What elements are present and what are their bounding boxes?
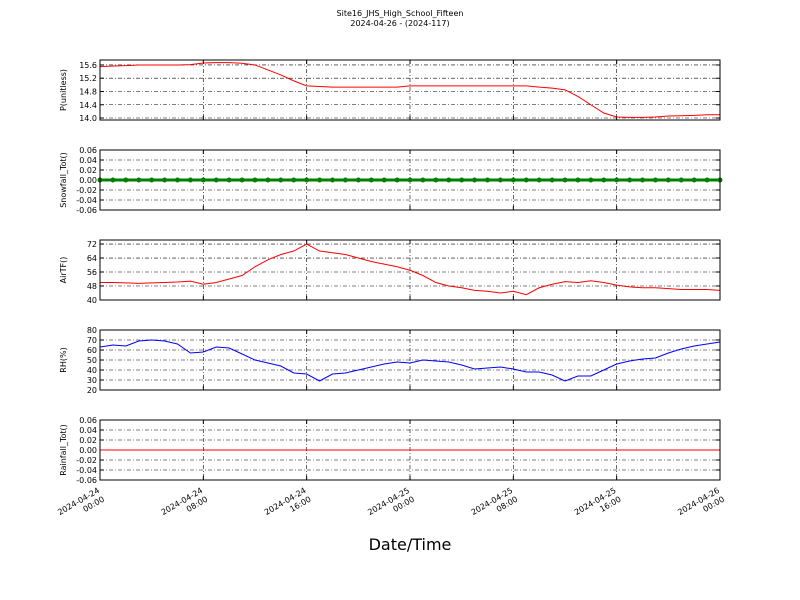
data-point (549, 177, 555, 183)
y-tick-label: 0.04 (79, 156, 97, 165)
data-point (355, 177, 361, 183)
y-tick-label: 40 (87, 366, 97, 375)
y-tick-label: 15.6 (79, 61, 97, 70)
y-tick-label: 14.8 (79, 87, 97, 96)
y-tick-label: 0.06 (79, 416, 97, 425)
data-point (459, 177, 465, 183)
data-point (652, 177, 658, 183)
y-tick-label: 20 (87, 386, 97, 395)
y-tick-label: 64 (87, 254, 97, 263)
y-tick-label: 14.0 (79, 114, 97, 123)
y-tick-label: 56 (87, 268, 97, 277)
data-point (678, 177, 684, 183)
y-tick-label: 30 (87, 376, 97, 385)
data-point (239, 177, 245, 183)
y-axis-label: P(unitless) (59, 69, 68, 111)
chart-title: Site16_JHS_High_School_Fifteen (337, 9, 464, 18)
y-tick-label: -0.04 (76, 196, 97, 205)
data-point (317, 177, 323, 183)
y-tick-label: 0.02 (79, 166, 97, 175)
data-point (627, 177, 633, 183)
y-tick-label: 0.02 (79, 436, 97, 445)
data-point (381, 177, 387, 183)
data-point (265, 177, 271, 183)
data-point (704, 177, 710, 183)
plot-frame (99, 419, 721, 481)
data-point (588, 177, 594, 183)
data-point (497, 177, 503, 183)
data-point (691, 177, 697, 183)
data-point (149, 177, 155, 183)
data-point (123, 177, 129, 183)
data-point (136, 177, 142, 183)
data-point (536, 177, 542, 183)
data-point (330, 177, 335, 183)
data-point (187, 177, 193, 183)
y-tick-label: 0.00 (79, 176, 97, 185)
y-tick-label: 15.2 (79, 74, 97, 83)
y-tick-label: 14.4 (79, 101, 97, 110)
data-point (175, 177, 180, 183)
data-point (291, 177, 297, 183)
data-point (665, 177, 671, 183)
data-point (575, 177, 581, 183)
data-point (420, 177, 426, 183)
chart-subtitle: 2024-04-26 - (2024-117) (350, 19, 449, 28)
data-point (407, 177, 413, 183)
data-point (252, 177, 258, 183)
data-point (640, 177, 645, 183)
data-point (485, 177, 490, 183)
y-axis-label: Snowfall_Tot() (59, 152, 68, 208)
x-axis-label: Date/Time (369, 535, 452, 554)
y-axis-label: RH(%) (59, 347, 68, 372)
data-point (110, 177, 116, 183)
data-point (510, 177, 516, 183)
data-line (99, 339, 721, 382)
data-point (562, 177, 568, 183)
data-point (523, 177, 529, 183)
data-point (472, 177, 478, 183)
y-tick-label: -0.06 (76, 476, 97, 485)
y-axis-label: Rainfall_Tot() (59, 424, 68, 476)
y-tick-label: 50 (87, 356, 97, 365)
data-point (278, 177, 284, 183)
data-point (200, 177, 206, 183)
data-point (446, 177, 452, 183)
y-tick-label: 80 (87, 326, 97, 335)
data-point (614, 177, 620, 183)
plot-frame (99, 149, 721, 211)
y-tick-label: 70 (87, 336, 97, 345)
y-tick-label: 0.06 (79, 146, 97, 155)
y-tick-label: 60 (87, 346, 97, 355)
y-tick-label: -0.04 (76, 466, 97, 475)
y-tick-label: 0.00 (79, 446, 97, 455)
data-point (601, 177, 607, 183)
data-point (304, 177, 310, 183)
data-point (226, 177, 232, 183)
y-tick-label: 48 (87, 282, 97, 291)
plot-frame (99, 329, 721, 391)
data-point (342, 177, 348, 183)
y-tick-label: -0.06 (76, 206, 97, 215)
y-tick-label: 40 (87, 296, 97, 305)
y-tick-label: 0.04 (79, 426, 97, 435)
data-line (99, 62, 720, 118)
data-point (433, 177, 439, 183)
data-point (213, 177, 219, 183)
y-axis-label: AirTF() (59, 257, 68, 284)
y-tick-label: -0.02 (76, 456, 97, 465)
plot-frame (99, 239, 721, 301)
plot-frame (99, 59, 721, 121)
y-tick-label: 72 (87, 240, 97, 249)
data-point (162, 177, 168, 183)
data-line (100, 243, 721, 296)
data-point (368, 177, 374, 183)
y-tick-label: -0.02 (76, 186, 97, 195)
data-point (394, 177, 400, 183)
